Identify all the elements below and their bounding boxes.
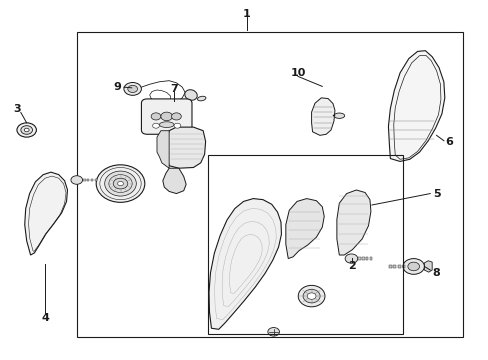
Bar (369, 257, 372, 260)
Circle shape (171, 113, 181, 120)
Circle shape (407, 262, 419, 271)
Circle shape (161, 112, 172, 121)
Circle shape (24, 128, 29, 132)
Circle shape (174, 123, 181, 128)
Bar (91, 179, 93, 181)
Ellipse shape (306, 293, 315, 299)
Bar (362, 257, 364, 260)
Circle shape (152, 123, 159, 128)
Bar (77, 32, 462, 337)
Text: 7: 7 (170, 84, 178, 94)
Ellipse shape (113, 178, 127, 189)
Bar (95, 179, 97, 181)
Ellipse shape (298, 285, 325, 307)
Text: 8: 8 (432, 268, 440, 278)
Circle shape (267, 328, 279, 336)
Ellipse shape (117, 181, 123, 186)
Text: 10: 10 (290, 68, 305, 78)
Ellipse shape (333, 113, 344, 118)
Bar (83, 179, 85, 181)
Bar (392, 265, 395, 268)
Polygon shape (25, 172, 67, 255)
Polygon shape (157, 131, 169, 168)
Polygon shape (424, 261, 431, 272)
Text: 9: 9 (113, 82, 121, 92)
Text: 2: 2 (348, 261, 356, 271)
Circle shape (21, 126, 32, 134)
Ellipse shape (197, 96, 205, 101)
Text: 4: 4 (41, 312, 49, 323)
Polygon shape (336, 190, 370, 255)
Ellipse shape (104, 171, 136, 196)
Ellipse shape (159, 122, 174, 127)
Polygon shape (311, 98, 334, 135)
Bar (207, 155, 402, 334)
Bar (87, 179, 89, 181)
Polygon shape (166, 127, 205, 168)
Text: 1: 1 (243, 9, 250, 19)
Polygon shape (387, 51, 444, 161)
Circle shape (151, 113, 161, 120)
Ellipse shape (184, 90, 197, 100)
Circle shape (17, 123, 36, 137)
Circle shape (123, 82, 141, 95)
Text: 5: 5 (432, 189, 440, 199)
Circle shape (127, 85, 137, 93)
Circle shape (345, 254, 357, 263)
Bar (397, 265, 400, 268)
FancyBboxPatch shape (141, 99, 192, 134)
Bar (366, 257, 368, 260)
Polygon shape (285, 199, 324, 258)
Bar (388, 265, 391, 268)
Polygon shape (208, 199, 281, 329)
Text: 3: 3 (13, 104, 20, 114)
Bar (402, 265, 405, 268)
Polygon shape (163, 168, 186, 194)
Text: 6: 6 (444, 138, 452, 148)
Bar (358, 257, 360, 260)
Circle shape (71, 176, 82, 184)
Circle shape (402, 258, 424, 274)
Ellipse shape (303, 289, 320, 303)
Ellipse shape (96, 165, 144, 202)
